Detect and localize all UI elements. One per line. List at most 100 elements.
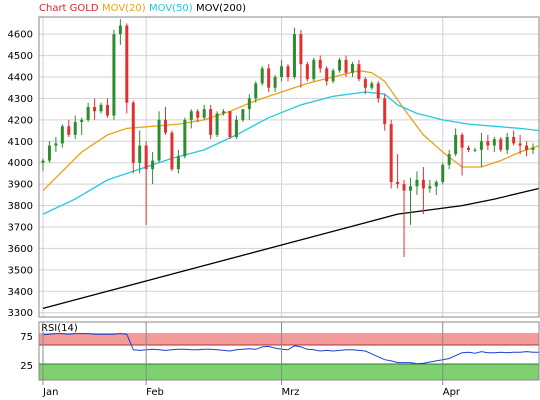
candle-body	[112, 34, 116, 116]
candle-body	[479, 141, 483, 150]
candle-body	[80, 119, 84, 122]
candle-body	[131, 102, 135, 163]
candle-body	[234, 119, 238, 137]
candle-body	[209, 109, 213, 135]
candle-body	[428, 186, 432, 189]
candle-body	[357, 64, 361, 80]
date-tick-label: Feb	[146, 387, 164, 398]
candle-body	[73, 122, 77, 135]
legend-mov50: MOV(50)	[149, 3, 193, 14]
candle-body	[396, 182, 400, 185]
candle-body	[260, 68, 264, 84]
rsi-overbought-band	[39, 333, 539, 345]
candle-body	[222, 111, 226, 114]
candle-body	[389, 124, 393, 182]
candle-body	[434, 182, 438, 187]
candle-body	[170, 132, 174, 170]
rsi-oversold-band	[39, 364, 539, 380]
rsi-tick-label: 75	[20, 332, 33, 343]
candle-body	[138, 145, 142, 163]
price-tick-label: 4600	[8, 30, 33, 41]
price-axis: 3300 3400 3500 3600 3700 3800 3900 4000 4100 4200…	[8, 30, 33, 320]
candle-body	[376, 83, 380, 99]
candle-body	[409, 186, 412, 191]
candle-body	[460, 134, 464, 148]
candle-body	[125, 25, 129, 103]
candle-body	[157, 119, 161, 161]
candle-body	[518, 143, 522, 146]
candle-body	[299, 34, 303, 65]
candle-body	[525, 145, 529, 150]
legend-mov200: MOV(200)	[196, 3, 246, 14]
candle-body	[512, 137, 516, 144]
rsi-label: RSI(14)	[41, 323, 78, 334]
candle-body	[67, 126, 71, 135]
price-tick-label: 4500	[8, 51, 33, 62]
candle-body	[325, 68, 329, 82]
candle-body	[196, 111, 200, 118]
candle-body	[531, 147, 535, 150]
candle-body	[151, 160, 155, 170]
candle-body	[318, 59, 322, 69]
rsi-panel-border	[38, 321, 540, 381]
candle-body	[241, 109, 245, 120]
candle-body	[118, 25, 122, 35]
price-tick-label: 4100	[8, 137, 33, 148]
candle-body	[247, 98, 251, 110]
rsi-axis: 25 75	[20, 332, 33, 372]
candle-body	[441, 164, 445, 182]
date-axis: Jan Feb Mrz Apr	[42, 322, 461, 398]
price-tick-label: 3400	[8, 287, 33, 298]
rsi-panel: 25 75 RSI(14)	[20, 321, 540, 381]
candle-body	[280, 66, 284, 77]
series-line-mov20	[42, 69, 540, 192]
candle-body	[486, 141, 490, 146]
candle-body	[370, 83, 374, 88]
price-tick-label: 4300	[8, 94, 33, 105]
date-tick-label: Apr	[443, 387, 461, 398]
legend-mov20: MOV(20)	[102, 3, 146, 14]
candle-body	[383, 98, 387, 125]
candle-body	[176, 156, 180, 170]
price-tick-label: 4000	[8, 158, 33, 169]
candle-body	[60, 126, 64, 144]
candle-body	[421, 179, 425, 189]
candle-body	[254, 83, 258, 99]
candle-body	[215, 113, 219, 135]
candle-body	[228, 111, 232, 137]
candle-body	[273, 77, 277, 88]
candle-body	[305, 64, 309, 80]
price-tick-label: 3500	[8, 265, 33, 276]
rsi-middle-band	[39, 345, 539, 364]
candle-body	[47, 145, 51, 161]
candle-body	[41, 160, 45, 163]
rsi-tick-label: 25	[20, 361, 33, 372]
candlesticks	[41, 19, 535, 257]
price-tick-label: 4200	[8, 115, 33, 126]
candle-body	[492, 139, 496, 146]
price-tick-label: 3800	[8, 201, 33, 212]
series-line-mov200	[42, 187, 540, 310]
candle-body	[505, 137, 509, 150]
candle-body	[402, 184, 406, 191]
price-tick-label: 3300	[8, 308, 33, 319]
price-tick-label: 3900	[8, 180, 33, 191]
candle-body	[292, 34, 296, 77]
candle-body	[312, 59, 316, 80]
candle-body	[415, 179, 419, 187]
candle-body	[144, 145, 148, 170]
date-tick-label: Mrz	[282, 387, 300, 398]
candle-body	[363, 79, 367, 88]
price-panel-border	[38, 16, 540, 318]
date-tick-label: Jan	[42, 387, 58, 398]
candle-body	[454, 134, 458, 155]
candle-body	[499, 139, 503, 150]
candle-body	[99, 104, 103, 112]
rsi-series-line	[42, 333, 540, 365]
candle-body	[86, 107, 90, 120]
candle-body	[183, 119, 187, 157]
candle-body	[54, 143, 58, 146]
candle-body	[93, 107, 97, 112]
candle-body	[189, 111, 193, 120]
